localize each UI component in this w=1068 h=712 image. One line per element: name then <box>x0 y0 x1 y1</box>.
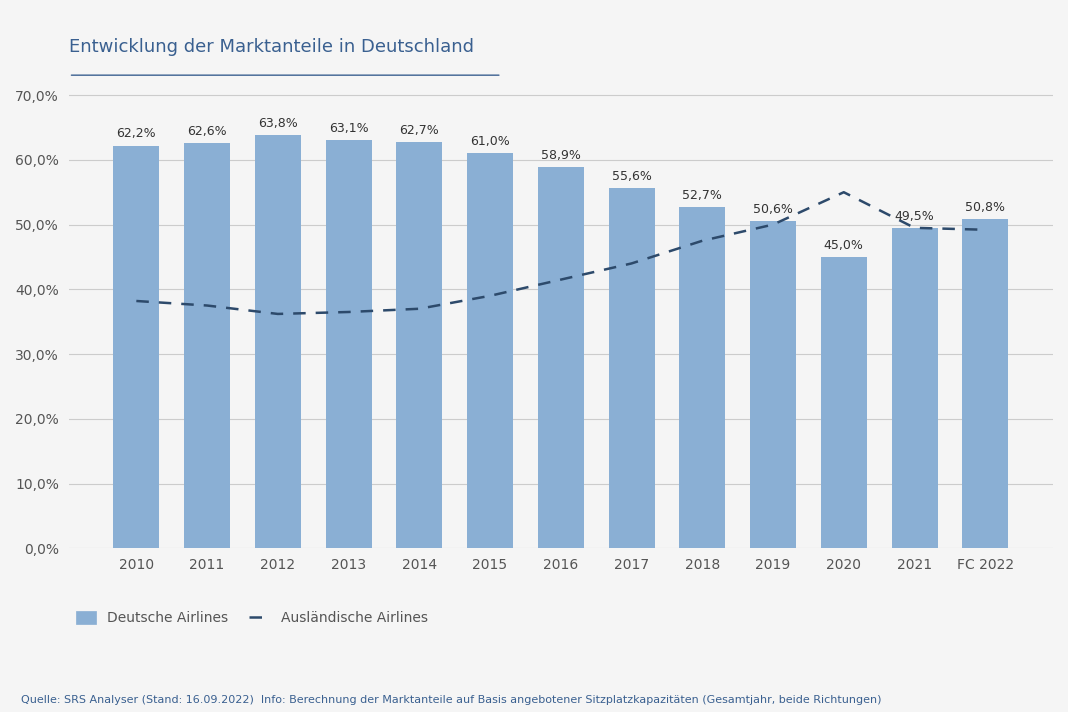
Bar <box>255 135 301 548</box>
Bar <box>326 140 372 548</box>
Text: Entwicklung der Marktanteile in Deutschland: Entwicklung der Marktanteile in Deutschl… <box>68 38 473 56</box>
Text: 49,5%: 49,5% <box>895 209 934 223</box>
Text: 52,7%: 52,7% <box>682 189 722 202</box>
Bar <box>184 143 230 548</box>
Text: 62,7%: 62,7% <box>399 124 439 137</box>
Text: 50,6%: 50,6% <box>753 202 792 216</box>
Text: 62,6%: 62,6% <box>187 125 226 138</box>
Legend: Deutsche Airlines, Ausländische Airlines: Deutsche Airlines, Ausländische Airlines <box>76 612 428 625</box>
Bar <box>396 142 442 548</box>
Text: 62,2%: 62,2% <box>116 127 156 140</box>
Text: Quelle: SRS Analyser (Stand: 16.09.2022)  Info: Berechnung der Marktanteile auf : Quelle: SRS Analyser (Stand: 16.09.2022)… <box>21 695 882 705</box>
Bar <box>538 167 584 548</box>
Bar <box>892 228 938 548</box>
Bar <box>962 219 1008 548</box>
Bar <box>609 189 655 548</box>
Text: 61,0%: 61,0% <box>470 135 509 148</box>
Bar <box>467 153 513 548</box>
Bar <box>679 207 725 548</box>
Text: 55,6%: 55,6% <box>612 170 651 183</box>
Bar <box>750 221 796 548</box>
Bar <box>821 257 867 548</box>
Text: 63,8%: 63,8% <box>258 117 298 130</box>
Text: 63,1%: 63,1% <box>329 122 368 135</box>
Text: 45,0%: 45,0% <box>823 239 864 252</box>
Text: 58,9%: 58,9% <box>540 149 581 162</box>
Text: 50,8%: 50,8% <box>965 201 1005 214</box>
Bar <box>113 146 159 548</box>
